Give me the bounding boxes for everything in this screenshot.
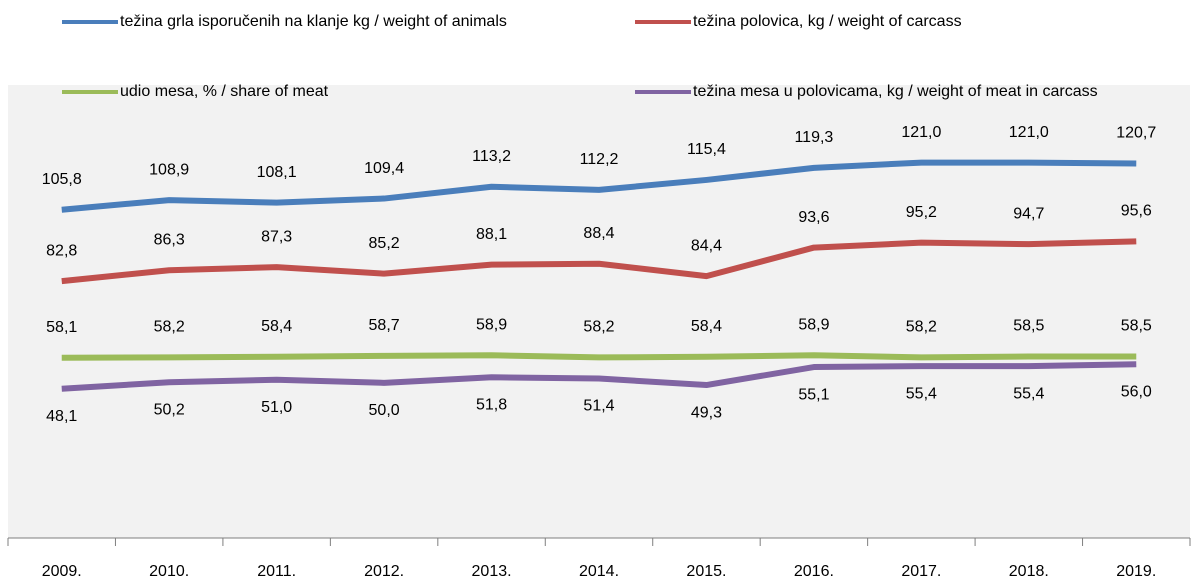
x-tick-label: 2015.: [686, 563, 726, 580]
data-label: 58,2: [906, 319, 937, 336]
data-label: 58,5: [1121, 318, 1152, 335]
data-label: 49,3: [691, 404, 722, 421]
data-label: 108,9: [149, 161, 189, 178]
data-label: 58,1: [46, 319, 77, 336]
data-label: 48,1: [46, 408, 77, 425]
data-label: 88,1: [476, 226, 507, 243]
data-label: 55,4: [906, 385, 937, 402]
data-label: 51,8: [476, 396, 507, 413]
series-line: [61, 238, 1137, 285]
x-tick-label: 2014.: [579, 563, 619, 580]
x-tick-label: 2016.: [794, 563, 834, 580]
data-label: 84,4: [691, 237, 722, 254]
data-label: 94,7: [1013, 205, 1044, 222]
data-label: 86,3: [154, 231, 185, 248]
data-label: 58,5: [1013, 318, 1044, 335]
data-label: 88,4: [583, 225, 614, 242]
x-tick-label: 2009.: [42, 563, 82, 580]
data-label: 50,2: [154, 401, 185, 418]
data-label: 95,2: [906, 204, 937, 221]
data-label: 108,1: [257, 164, 297, 181]
data-label: 56,0: [1121, 383, 1152, 400]
legend-label: težina polovica, kg / weight of carcass: [693, 13, 962, 30]
data-label: 115,4: [687, 141, 726, 158]
legend-label: težina mesa u polovicama, kg / weight of…: [693, 83, 1098, 100]
data-label: 50,0: [369, 402, 400, 419]
x-tick-label: 2019.: [1116, 563, 1156, 580]
data-label: 95,6: [1121, 203, 1152, 220]
data-label: 112,2: [580, 151, 619, 168]
data-label: 120,7: [1116, 125, 1156, 142]
x-tick-label: 2012.: [364, 563, 404, 580]
x-tick-label: 2010.: [149, 563, 189, 580]
data-label: 58,9: [798, 316, 829, 333]
data-label: 55,4: [1013, 385, 1044, 402]
data-label: 55,1: [798, 386, 829, 403]
series-line: [61, 352, 1137, 361]
data-label: 51,0: [261, 399, 292, 416]
data-label: 58,9: [476, 316, 507, 333]
data-label: 113,2: [472, 148, 511, 165]
data-label: 58,4: [691, 318, 722, 335]
x-tick-label: 2011.: [257, 563, 296, 580]
data-label: 109,4: [364, 160, 404, 177]
data-label: 85,2: [369, 235, 400, 252]
data-label: 82,8: [46, 242, 77, 259]
data-label: 58,2: [583, 319, 614, 336]
x-tick-label: 2013.: [472, 563, 512, 580]
x-tick-label: 2018.: [1009, 563, 1049, 580]
legend-label: udio mesa, % / share of meat: [120, 83, 329, 100]
data-label: 87,3: [261, 228, 292, 245]
x-tick-label: 2017.: [901, 563, 941, 580]
data-label: 105,8: [42, 171, 82, 188]
data-label: 58,4: [261, 318, 292, 335]
data-label: 93,6: [798, 209, 829, 226]
data-label: 58,7: [369, 317, 400, 334]
data-label: 58,2: [154, 319, 185, 336]
data-label: 121,0: [901, 124, 941, 141]
data-label: 51,4: [583, 398, 614, 415]
data-label: 119,3: [794, 129, 833, 146]
data-label: 121,0: [1009, 124, 1049, 141]
series-line: [61, 159, 1137, 213]
series-line: [61, 361, 1137, 392]
legend-label: težina grla isporučenih na klanje kg / w…: [120, 13, 507, 30]
